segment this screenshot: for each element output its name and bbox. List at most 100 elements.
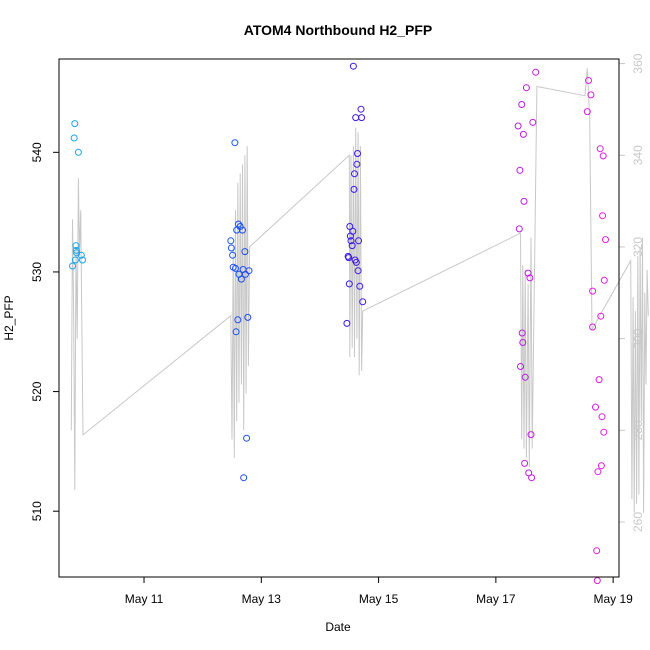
- data-point: [343, 319, 351, 327]
- x-tick-label: May 17: [476, 592, 516, 606]
- data-point: [234, 316, 242, 324]
- data-point: [69, 262, 76, 270]
- x-tick-label: May 11: [125, 592, 164, 606]
- data-point: [352, 258, 360, 266]
- data-point: [597, 462, 605, 470]
- y2-tick-label: 300: [631, 328, 645, 348]
- data-point: [593, 577, 601, 585]
- data-point: [245, 267, 253, 275]
- data-point: [242, 270, 249, 278]
- data-point: [349, 62, 357, 70]
- data-point: [532, 68, 540, 76]
- plot-frame: [58, 58, 620, 578]
- axes-layer: May 11 May 13 May 15 May 17 May 19 510 520 530 5…: [30, 53, 645, 606]
- data-point: [349, 227, 357, 235]
- chart-title: ATOM4 Northbound H2_PFP: [244, 22, 432, 38]
- data-point: [522, 84, 530, 92]
- data-point: [353, 160, 361, 168]
- data-point: [596, 145, 604, 153]
- data-point: [598, 413, 606, 421]
- data-point: [354, 150, 361, 157]
- data-point: [229, 251, 237, 259]
- y2-tick-label: 340: [631, 145, 645, 165]
- data-point: [529, 118, 537, 126]
- data-point: [70, 134, 78, 142]
- data-point: [518, 101, 526, 108]
- data-point: [74, 148, 82, 156]
- data-point: [520, 197, 528, 205]
- data-point: [236, 223, 244, 230]
- data-point: [240, 474, 248, 482]
- y2-tick-label: 320: [631, 237, 645, 257]
- data-point: [594, 468, 602, 476]
- x-tick-label: May 15: [359, 592, 399, 606]
- y2-tick-label: 260: [631, 512, 645, 532]
- data-point: [357, 105, 365, 113]
- data-point: [79, 256, 86, 264]
- x-tick-label: May 13: [242, 592, 282, 606]
- data-point: [232, 328, 240, 336]
- y-tick-label: 520: [30, 381, 44, 401]
- data-point: [592, 403, 599, 411]
- data-point: [231, 139, 239, 147]
- data-point: [350, 185, 358, 193]
- data-point: [347, 237, 355, 245]
- data-point: [519, 130, 527, 138]
- data-point: [519, 339, 527, 346]
- data-point: [602, 236, 609, 244]
- data-point: [241, 248, 249, 256]
- data-point: [597, 312, 605, 320]
- data-point: [521, 373, 529, 381]
- y2-tick-label: 360: [631, 53, 645, 73]
- data-point: [71, 256, 79, 264]
- data-point: [72, 242, 80, 250]
- x-axis-label: Date: [325, 620, 351, 634]
- data-point: [600, 276, 608, 284]
- series-trace-line: [70, 68, 649, 513]
- data-point: [518, 329, 526, 337]
- data-point: [595, 376, 603, 384]
- data-point: [358, 114, 366, 122]
- data-point: [345, 280, 353, 288]
- data-point: [528, 474, 536, 482]
- y-tick-label: 540: [30, 142, 44, 162]
- data-point: [351, 170, 358, 178]
- data-point: [589, 323, 597, 331]
- data-point: [227, 244, 235, 252]
- data-point: [589, 287, 597, 295]
- data-point: [356, 282, 364, 290]
- data-point: [515, 225, 523, 233]
- data-point: [517, 363, 524, 370]
- data-point: [599, 152, 607, 160]
- data-point: [77, 251, 85, 259]
- data-point: [72, 246, 80, 254]
- data-point: [599, 212, 607, 220]
- data-point: [232, 264, 239, 272]
- data-point: [244, 313, 252, 321]
- data-point: [583, 108, 591, 116]
- y-axis-label: H2_PFP: [2, 295, 16, 340]
- right-axis-trace-layer: [70, 68, 649, 513]
- data-point: [526, 274, 534, 282]
- y-tick-label: 530: [30, 262, 44, 282]
- data-point: [587, 91, 595, 99]
- data-point: [524, 269, 532, 277]
- data-point: [71, 120, 79, 128]
- data-point: [348, 242, 356, 250]
- data-point: [521, 459, 529, 467]
- data-point: [527, 431, 535, 439]
- data-point: [585, 77, 592, 84]
- y2-tick-label: 280: [631, 420, 645, 440]
- data-point: [227, 237, 235, 245]
- data-point: [514, 122, 522, 130]
- data-point: [345, 254, 353, 262]
- data-point: [354, 267, 362, 275]
- data-point: [516, 166, 524, 174]
- x-tick-label: May 19: [593, 592, 633, 606]
- data-point: [359, 298, 367, 306]
- data-point: [600, 428, 608, 436]
- data-point: [593, 547, 601, 555]
- data-points-layer: [69, 62, 609, 585]
